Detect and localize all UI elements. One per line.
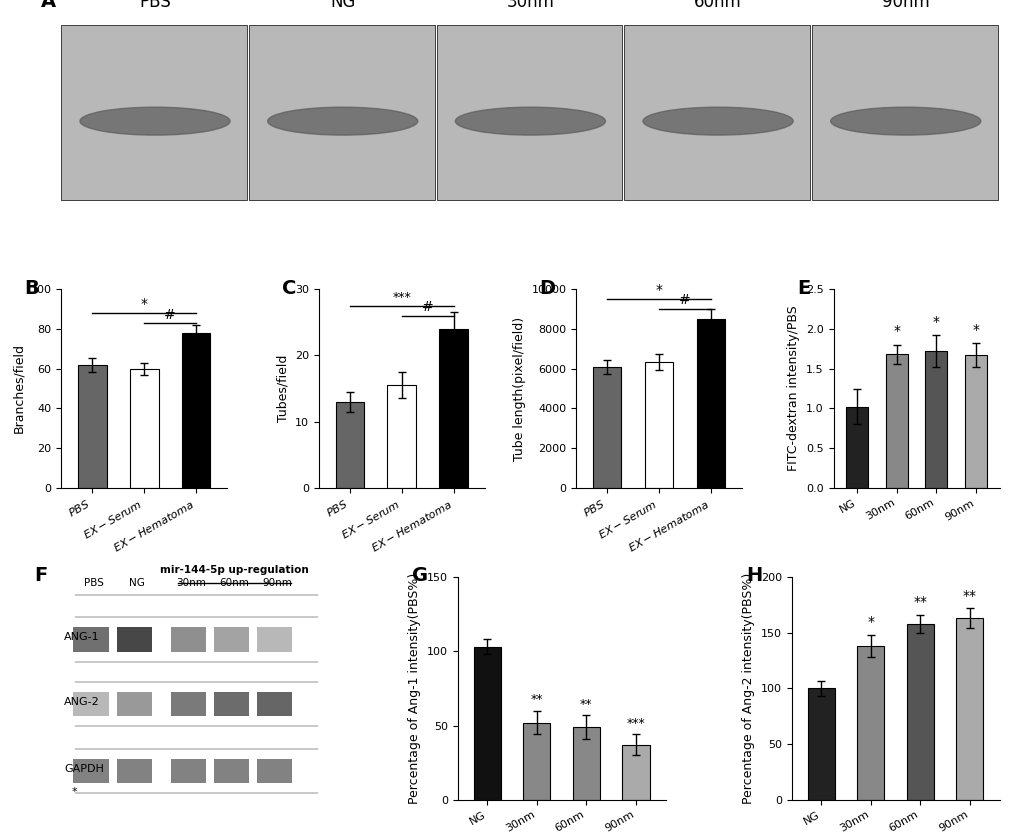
Text: *: * [866,616,873,630]
Bar [523,722,550,800]
Text: **: ** [962,589,976,603]
Text: **: ** [912,596,926,610]
Text: C: C [282,279,297,298]
Bar [78,365,107,488]
FancyBboxPatch shape [811,25,997,200]
Text: ANG-1: ANG-1 [64,632,100,642]
Text: ***: *** [626,717,645,730]
Bar [181,333,210,488]
FancyBboxPatch shape [73,759,108,783]
Bar [387,385,416,488]
Circle shape [267,107,418,135]
Text: **: ** [530,693,542,706]
Y-axis label: Branches/field: Branches/field [12,343,24,433]
Text: *: * [655,283,662,297]
Bar [622,745,649,800]
FancyBboxPatch shape [116,627,152,651]
FancyBboxPatch shape [624,25,809,200]
Text: ***: *** [392,291,411,304]
Text: **: ** [580,698,592,711]
Bar [956,618,982,800]
Bar [335,402,364,488]
FancyBboxPatch shape [61,25,247,200]
Y-axis label: Percentage of Ang-2 intensity(PBS%): Percentage of Ang-2 intensity(PBS%) [742,573,754,804]
FancyBboxPatch shape [257,691,292,716]
Circle shape [829,107,980,135]
Text: PBS: PBS [84,578,104,588]
Bar [696,319,725,488]
Text: 90nm: 90nm [881,0,928,11]
Text: mir-144-5p up-regulation: mir-144-5p up-regulation [160,565,309,575]
FancyBboxPatch shape [170,627,206,651]
Text: F: F [34,566,47,585]
Bar [886,354,907,488]
Text: 30nm: 30nm [176,578,206,588]
Text: ANG-2: ANG-2 [64,696,100,706]
FancyBboxPatch shape [214,627,249,651]
Text: #: # [164,308,176,322]
FancyBboxPatch shape [257,627,292,651]
Text: NG: NG [128,578,145,588]
Text: H: H [745,566,761,585]
Bar [573,727,599,800]
FancyBboxPatch shape [73,691,108,716]
Circle shape [79,107,230,135]
Bar [129,369,158,488]
Circle shape [454,107,605,135]
Circle shape [642,107,793,135]
FancyBboxPatch shape [116,759,152,783]
Bar [592,367,621,488]
Text: *: * [141,297,148,311]
FancyBboxPatch shape [170,759,206,783]
FancyBboxPatch shape [116,691,152,716]
Text: #: # [421,301,433,314]
FancyBboxPatch shape [249,25,434,200]
Text: B: B [24,279,40,298]
Bar [846,407,867,488]
Y-axis label: Percentage of Ang-1 intensity(PBS%): Percentage of Ang-1 intensity(PBS%) [408,573,421,804]
FancyBboxPatch shape [170,691,206,716]
Text: *: * [932,315,938,329]
FancyBboxPatch shape [436,25,622,200]
Text: G: G [412,566,428,585]
Text: *: * [971,323,978,337]
Bar [924,352,947,488]
Text: #: # [679,293,690,307]
Text: *: * [893,324,900,338]
FancyBboxPatch shape [214,691,249,716]
Text: A: A [42,0,56,11]
Bar [856,646,883,800]
Bar [439,329,468,488]
Text: D: D [539,279,555,298]
Text: 90nm: 90nm [263,578,292,588]
Y-axis label: Tubes/field: Tubes/field [276,355,289,422]
Bar [473,647,500,800]
Bar [644,362,673,488]
Text: *: * [72,787,77,797]
Text: 60nm: 60nm [694,0,741,11]
FancyBboxPatch shape [214,759,249,783]
Text: NG: NG [330,0,355,11]
Text: E: E [796,279,809,298]
Bar [807,688,835,800]
FancyBboxPatch shape [257,759,292,783]
Text: 60nm: 60nm [219,578,249,588]
Bar [964,355,985,488]
Bar [906,624,933,800]
FancyBboxPatch shape [73,627,108,651]
Text: PBS: PBS [139,0,171,11]
Text: GAPDH: GAPDH [64,764,104,774]
Y-axis label: Tube length(pixel/field): Tube length(pixel/field) [513,317,525,461]
Y-axis label: FITC-dextran intensity/PBS: FITC-dextran intensity/PBS [787,306,800,471]
Text: 30nm: 30nm [506,0,553,11]
